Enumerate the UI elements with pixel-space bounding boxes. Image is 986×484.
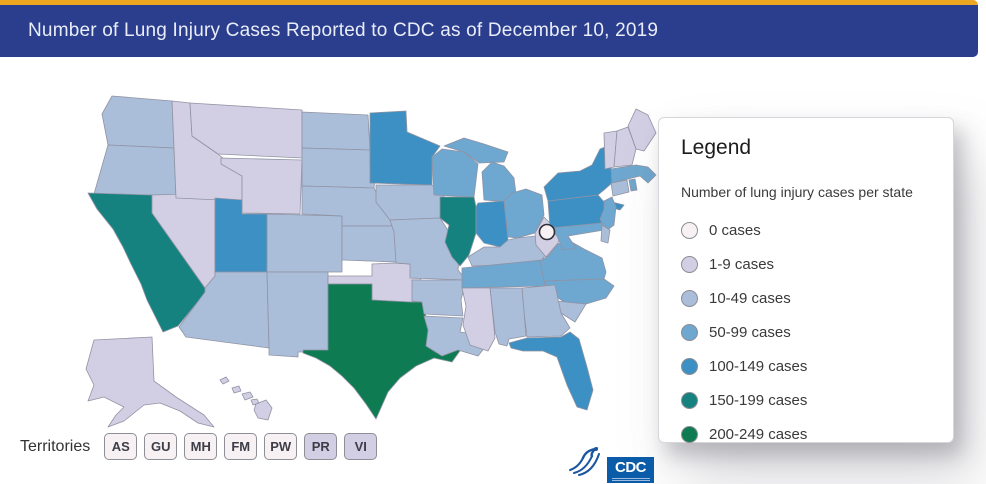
legend-item-label: 50-99 cases bbox=[709, 324, 791, 341]
state-NH[interactable] bbox=[613, 126, 637, 168]
territory-button-AS[interactable]: AS bbox=[104, 433, 138, 460]
legend-swatch-circle bbox=[681, 392, 698, 409]
state-DE[interactable] bbox=[600, 224, 611, 244]
legend-item: 50-99 cases bbox=[681, 324, 931, 341]
state-AK[interactable] bbox=[85, 336, 215, 428]
territory-button-FM[interactable]: FM bbox=[224, 433, 258, 460]
state-NJ[interactable] bbox=[599, 196, 617, 232]
cdc-logo-box: CDC bbox=[607, 457, 654, 483]
legend-item-label: 0 cases bbox=[709, 222, 761, 239]
state-CO[interactable] bbox=[266, 213, 343, 273]
cdc-logo-text: CDC bbox=[615, 458, 647, 476]
legend-items: 0 cases 1-9 cases 10-49 cases 50-99 cases 10… bbox=[681, 222, 931, 443]
state-MD[interactable] bbox=[549, 222, 605, 251]
legend-item-label: 150-199 cases bbox=[709, 392, 808, 409]
state-SD[interactable] bbox=[301, 147, 377, 189]
header-accent-strip bbox=[0, 0, 978, 5]
legend-item-label: 1-9 cases bbox=[709, 256, 775, 273]
legend-item: 10-49 cases bbox=[681, 290, 931, 307]
legend-swatch-circle bbox=[681, 222, 698, 239]
legend-item: 100-149 cases bbox=[681, 358, 931, 375]
state-ME[interactable] bbox=[627, 108, 657, 152]
territory-buttons: AS GU MH FM PW PR VI bbox=[104, 433, 384, 460]
hhs-eagle-icon bbox=[566, 444, 602, 483]
territory-button-GU[interactable]: GU bbox=[144, 433, 178, 460]
legend-item-label: 10-49 cases bbox=[709, 290, 791, 307]
cdc-logo: CDC bbox=[566, 444, 654, 483]
legend-swatch-circle bbox=[681, 426, 698, 443]
legend-item: 1-9 cases bbox=[681, 256, 931, 273]
legend-card: Legend Number of lung injury cases per s… bbox=[658, 117, 954, 443]
state-MS[interactable] bbox=[461, 287, 496, 352]
state-MI-lower[interactable] bbox=[481, 161, 517, 203]
state-FL[interactable] bbox=[508, 331, 594, 411]
territory-button-MH[interactable]: MH bbox=[184, 433, 218, 460]
state-OH[interactable] bbox=[503, 188, 545, 239]
legend-item: 200-249 cases bbox=[681, 426, 931, 443]
dc-callout-circle[interactable] bbox=[538, 223, 556, 241]
state-IN[interactable] bbox=[475, 200, 509, 248]
state-MN[interactable] bbox=[369, 110, 441, 186]
legend-swatch-circle bbox=[681, 358, 698, 375]
legend-item-label: 200-249 cases bbox=[709, 426, 808, 443]
legend-swatch-circle bbox=[681, 256, 698, 273]
state-AL[interactable] bbox=[489, 287, 527, 347]
legend-swatch-circle bbox=[681, 290, 698, 307]
legend-item: 150-199 cases bbox=[681, 392, 931, 409]
state-OR[interactable] bbox=[93, 144, 177, 199]
legend-swatch-circle bbox=[681, 324, 698, 341]
state-WI[interactable] bbox=[431, 148, 479, 198]
territory-button-PR[interactable]: PR bbox=[304, 433, 338, 460]
legend-title: Legend bbox=[681, 136, 752, 159]
state-MA[interactable] bbox=[610, 164, 657, 184]
legend-subtitle: Number of lung injury cases per state bbox=[681, 184, 913, 200]
state-KS[interactable] bbox=[341, 225, 397, 263]
state-NM[interactable] bbox=[266, 271, 329, 358]
territories-label: Territories bbox=[20, 437, 91, 455]
cdc-logo-waves bbox=[611, 476, 650, 481]
state-RI[interactable] bbox=[628, 178, 638, 192]
territory-button-PW[interactable]: PW bbox=[264, 433, 298, 460]
legend-item-label: 100-149 cases bbox=[709, 358, 808, 375]
state-MT[interactable] bbox=[189, 102, 303, 159]
state-NY[interactable] bbox=[543, 144, 613, 202]
state-HI[interactable] bbox=[219, 376, 273, 421]
legend-item: 0 cases bbox=[681, 222, 931, 239]
header-bar: Number of Lung Injury Cases Reported to … bbox=[0, 5, 978, 57]
state-CT[interactable] bbox=[610, 179, 630, 197]
state-WA[interactable] bbox=[101, 95, 175, 149]
state-ND[interactable] bbox=[301, 111, 371, 151]
state-IL[interactable] bbox=[439, 196, 477, 267]
us-choropleth-map bbox=[58, 80, 668, 452]
page-title: Number of Lung Injury Cases Reported to … bbox=[28, 20, 659, 41]
page-header: Number of Lung Injury Cases Reported to … bbox=[0, 0, 978, 57]
state-MI-upper[interactable] bbox=[443, 137, 509, 164]
territories-row: Territories AS GU MH FM PW PR VI bbox=[20, 433, 384, 460]
territory-button-VI[interactable]: VI bbox=[344, 433, 378, 460]
state-LA[interactable] bbox=[423, 315, 487, 357]
